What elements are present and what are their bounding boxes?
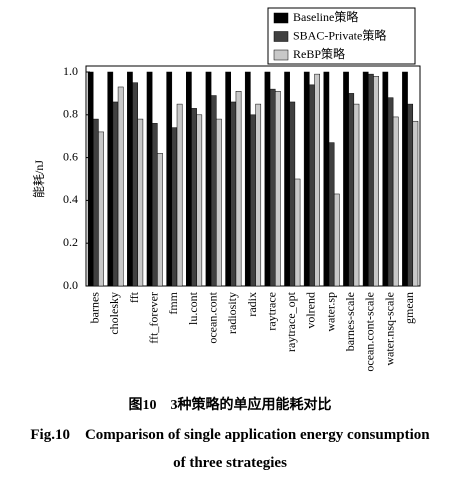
bar [333,193,340,287]
bar [284,71,290,287]
bar [235,91,242,287]
bar [294,178,301,287]
bar [127,71,133,287]
bar [146,71,153,287]
legend-swatch [273,12,289,24]
bar [92,118,99,287]
chart: 能耗/nJ 0.0 0.2 0.4 0.6 0.8 1.0 barnes cholesky ff… [32,7,421,372]
legend-swatch [273,49,289,61]
y-tick-label: 0.2 [63,235,78,249]
bar [166,71,173,287]
bar [87,71,94,287]
x-tick-label: gmean [402,292,416,324]
bar [412,120,419,287]
legend-label: Baseline策略 [293,9,358,24]
bar [137,118,144,287]
x-tick-label: barnes-scale [343,292,357,351]
x-tick-label: lu.cont [186,291,200,325]
x-tick-label: fft_forever [147,292,161,344]
bar [343,71,349,287]
x-tick-label: fmm [166,291,180,314]
bar [269,88,276,287]
bar [392,116,399,287]
bar [171,127,178,287]
bar [382,71,389,287]
bar [255,103,262,287]
bar [107,71,114,287]
x-tick-label: raytrace_opt [284,291,298,352]
caption-cn: 图10 3种策略的单应用能耗对比 [128,398,332,413]
bar [402,71,408,287]
x-tick-label: ocean.cont-scale [363,292,377,372]
legend-label: SBAC-Private策略 [293,27,386,42]
y-tick-label: 0.4 [63,192,78,206]
x-tick-label: fft [127,291,141,303]
x-tick-label: water.sp [323,292,337,332]
y-tick-label: 1.0 [63,64,78,78]
bar [205,71,212,287]
bar [309,84,315,287]
bar [264,71,271,287]
x-tick-label: ocean.cont [205,291,219,343]
x-tick-label: volrend [304,292,318,329]
bar [196,114,203,287]
bar [387,97,394,287]
bar [348,93,355,287]
x-tick-label: radiosity [225,292,239,334]
y-tick-label: 0.8 [63,107,78,121]
bar [98,131,104,287]
bar [151,123,158,287]
bar [244,71,251,287]
bar [314,73,320,287]
x-tick-label: cholesky [107,292,121,335]
bar [303,71,310,287]
bar [373,76,379,287]
bar [225,71,232,287]
bar [289,101,296,287]
bar [353,103,360,287]
y-tick-label: 0.6 [63,149,78,163]
bar [176,103,183,287]
x-tick-label: barnes [88,292,102,324]
bar [328,142,335,287]
bar [368,73,374,287]
bar [230,101,237,287]
bar [274,91,281,287]
bar [191,108,197,287]
y-tick-label: 0.0 [63,278,78,292]
bar [407,103,414,287]
bar [112,101,119,287]
legend-label: ReBP策略 [293,46,345,61]
bar [210,95,217,287]
bar [157,153,163,287]
x-tick-label: water.nsq-scale [382,292,396,366]
y-axis-label: 能耗/nJ [32,160,46,198]
bar [132,82,138,287]
bar [216,118,222,287]
bar [362,71,369,287]
bar [117,86,124,287]
legend-box [267,7,416,65]
bar [323,71,330,287]
x-tick-label: radix [245,292,259,317]
caption-en: Fig.10 Comparison of single application … [30,427,430,471]
legend-swatch [273,31,289,42]
bar [250,114,256,287]
bar [186,71,192,287]
x-tick-label: raytrace [264,292,278,331]
